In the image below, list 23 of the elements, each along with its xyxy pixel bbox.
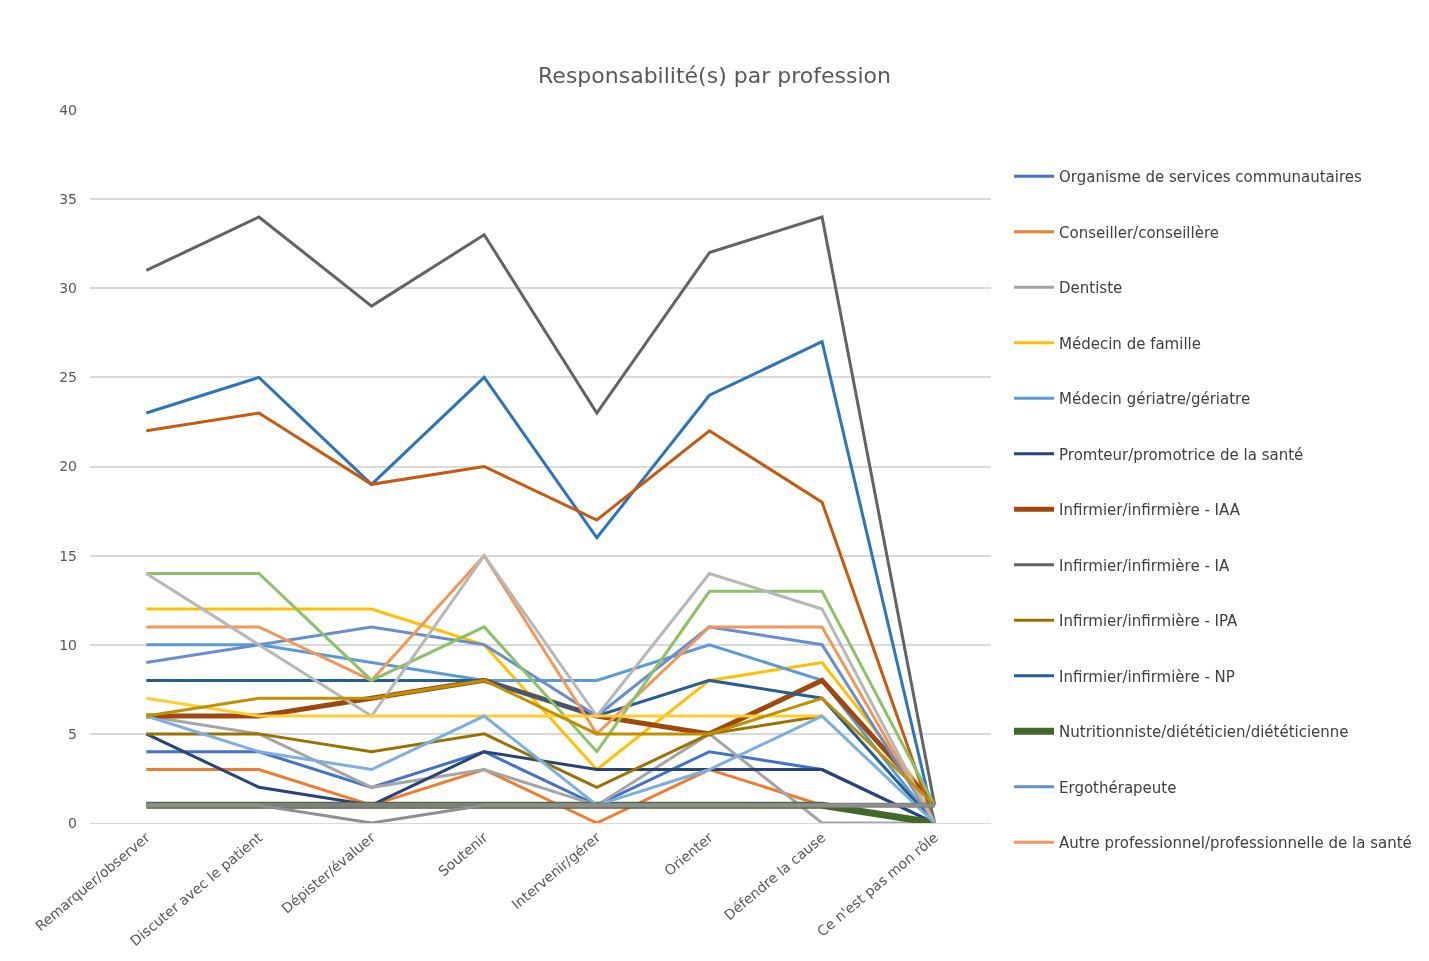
legend-label: Infirmier/infirmière - IAA [1059, 501, 1241, 520]
y-tick-label: 5 [68, 725, 77, 742]
legend-label: Médecin gériatre/gériatre [1059, 390, 1251, 409]
legend-label: Infirmier/infirmière - IA [1059, 556, 1230, 575]
legend-label: Nutritionniste/diététicien/diététicienne [1059, 723, 1349, 742]
y-tick-label: 40 [59, 101, 77, 118]
y-tick-label: 30 [59, 280, 77, 297]
legend-label: Médecin de famille [1059, 334, 1201, 353]
legend-label: Infirmier/infirmière - IPA [1059, 612, 1239, 631]
y-tick-label: 15 [59, 547, 77, 564]
legend-label: Autre professionnel/professionnelle de la santé [1059, 834, 1412, 853]
y-tick-label: 10 [59, 636, 77, 653]
legend-label: Infirmier/infirmière - NP [1059, 667, 1235, 686]
legend-label: Dentiste [1059, 279, 1123, 298]
y-tick-label: 20 [59, 458, 77, 475]
y-tick-label: 35 [59, 191, 77, 208]
legend-label: Promteur/promotrice de la santé [1059, 445, 1304, 464]
y-tick-label: 0 [68, 814, 77, 831]
y-tick-label: 25 [59, 369, 77, 386]
chart-title: Responsabilité(s) par profession [538, 62, 891, 88]
legend-label: Conseiller/conseillère [1059, 223, 1219, 242]
legend-label: Ergothérapeute [1059, 778, 1177, 797]
legend-label: Organisme de services communautaires [1059, 168, 1363, 187]
